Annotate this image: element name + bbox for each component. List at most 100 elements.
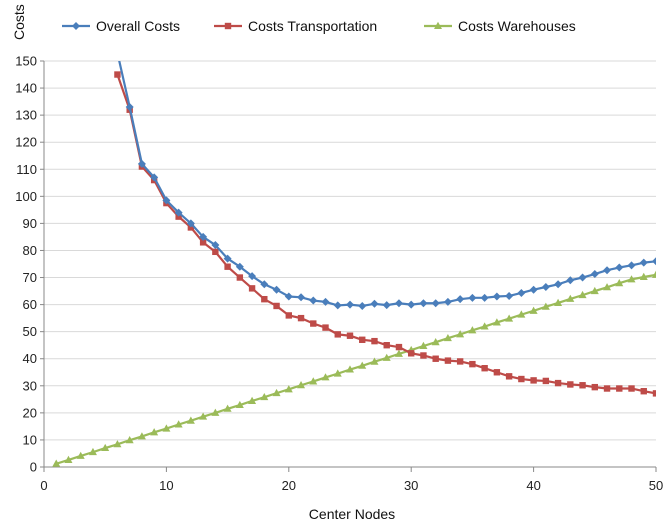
point-s1-14 (224, 263, 231, 270)
legend-label-1: Costs Transportation (248, 18, 377, 34)
point-s0-42 (566, 276, 575, 285)
legend-label-0: Overall Costs (96, 18, 180, 34)
point-s2-10 (174, 420, 183, 428)
point-s0-27 (382, 301, 391, 310)
point-s1-47 (628, 385, 635, 392)
point-s0-33 (456, 295, 465, 304)
x-tick-label-5: 50 (649, 478, 663, 493)
point-s0-38 (517, 288, 526, 297)
legend: Overall Costs Costs Transportation Costs W… (62, 18, 576, 34)
point-s1-49 (652, 390, 656, 397)
point-s1-15 (236, 274, 244, 281)
point-s1-33 (456, 358, 464, 365)
point-s1-22 (322, 324, 329, 331)
x-axis-title: Center Nodes (309, 506, 395, 522)
point-s2-35 (480, 322, 489, 330)
point-s0-6 (125, 103, 134, 112)
point-s2-8 (150, 428, 159, 436)
point-s2-38 (517, 310, 526, 318)
point-s0-36 (492, 292, 501, 301)
legend-item-2: Costs Warehouses (424, 18, 576, 34)
y-tick-label-11: 110 (16, 162, 37, 177)
series-0 (118, 61, 656, 310)
point-s2-34 (468, 326, 477, 334)
y-tick-label-15: 150 (15, 54, 37, 69)
y-tick-label-9: 90 (23, 216, 37, 231)
point-s2-22 (321, 373, 330, 381)
point-s1-21 (310, 320, 317, 327)
y-tick-label-3: 30 (23, 378, 37, 393)
point-s1-17 (261, 295, 268, 303)
point-s2-30 (419, 341, 428, 350)
point-s1-24 (346, 332, 354, 339)
point-s1-41 (554, 379, 562, 387)
point-s2-33 (456, 330, 465, 338)
point-s0-14 (223, 254, 232, 263)
point-s0-37 (505, 291, 514, 300)
point-s1-43 (579, 382, 586, 389)
point-s0-26 (370, 299, 379, 308)
point-s2-19 (284, 385, 293, 393)
point-s0-49 (652, 257, 656, 266)
point-s2-12 (199, 412, 208, 420)
point-s2-41 (554, 298, 563, 306)
point-s0-24 (346, 300, 354, 309)
point-s1-40 (542, 377, 550, 385)
x-tick-label-2: 20 (282, 478, 296, 493)
point-s2-32 (443, 333, 452, 342)
legend-marker-0 (72, 22, 80, 30)
point-s1-23 (334, 331, 341, 338)
point-s0-47 (627, 261, 636, 270)
y-tick-label-8: 80 (23, 243, 37, 258)
point-s1-5 (114, 71, 121, 78)
point-s0-25 (358, 301, 367, 310)
series-line-0 (118, 61, 656, 308)
point-s0-12 (199, 232, 208, 241)
x-tick-labels: 0 10 20 30 40 50 (40, 478, 663, 493)
point-s0-19 (284, 292, 293, 301)
point-s0-30 (419, 299, 428, 308)
grid-lines (44, 60, 656, 468)
point-s2-9 (162, 424, 171, 432)
point-s2-28 (394, 349, 403, 357)
y-tick-label-7: 70 (23, 270, 37, 285)
point-s2-7 (137, 432, 146, 440)
y-tick-label-13: 130 (15, 108, 37, 123)
point-s0-35 (480, 293, 489, 302)
legend-item-0: Overall Costs (62, 18, 180, 34)
axes (40, 60, 657, 472)
point-s0-44 (590, 270, 599, 279)
point-s1-35 (481, 365, 488, 372)
point-s1-26 (371, 337, 378, 345)
point-s2-16 (248, 396, 257, 404)
point-s1-19 (285, 312, 292, 319)
point-s0-34 (468, 293, 477, 302)
point-s0-31 (431, 299, 440, 308)
point-s0-20 (297, 293, 306, 302)
point-s2-4 (101, 443, 110, 452)
y-tick-label-1: 10 (23, 432, 37, 447)
point-s1-37 (505, 373, 513, 380)
series-1 (114, 71, 656, 397)
point-s2-27 (382, 353, 391, 361)
y-tick-label-4: 40 (23, 351, 37, 366)
x-tick-label-0: 0 (40, 478, 47, 493)
point-s0-32 (443, 297, 452, 306)
point-s1-18 (273, 302, 280, 310)
legend-marker-1 (224, 22, 232, 30)
x-tick-label-3: 30 (404, 478, 418, 493)
y-tick-label-10: 100 (15, 189, 37, 204)
point-s1-46 (616, 385, 623, 392)
legend-marker-2 (434, 21, 442, 29)
point-s1-45 (603, 385, 611, 392)
point-s2-20 (297, 381, 306, 389)
y-tick-label-12: 120 (15, 135, 37, 150)
point-s1-12 (199, 239, 207, 246)
point-s0-18 (272, 285, 281, 294)
point-s0-22 (321, 297, 330, 306)
point-s0-40 (541, 283, 550, 292)
point-s1-25 (359, 336, 366, 343)
y-axis-title: Costs (11, 4, 27, 40)
point-s2-25 (358, 361, 367, 369)
point-s0-23 (333, 301, 342, 310)
